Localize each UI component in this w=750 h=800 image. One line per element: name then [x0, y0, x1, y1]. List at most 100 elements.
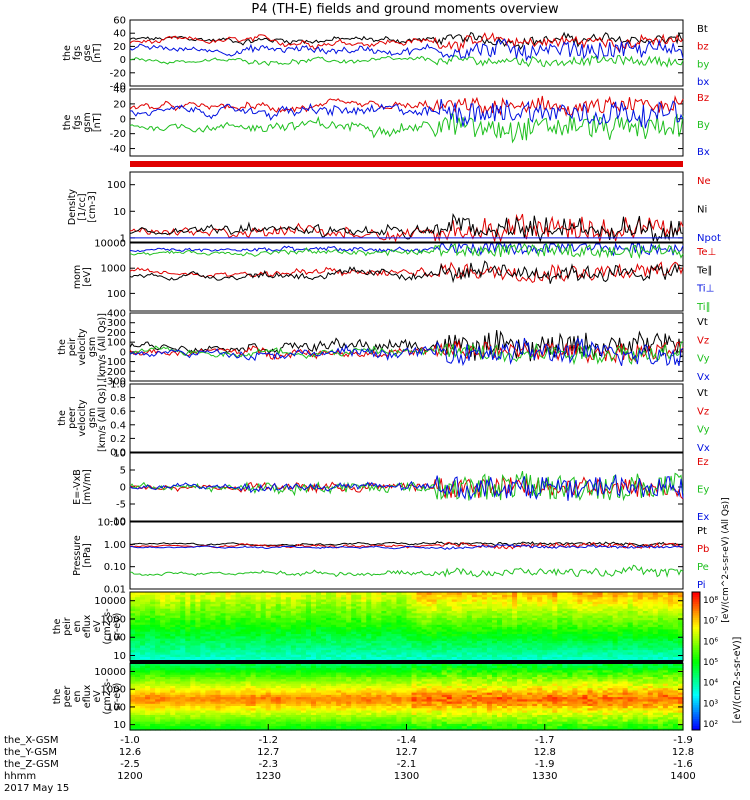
spectrogram-cell [542, 628, 548, 632]
spectrogram-cell [652, 656, 659, 660]
spectrogram-cell [577, 626, 584, 630]
spectrogram-cell [587, 610, 594, 614]
spectrogram-cell [165, 665, 171, 669]
spectrogram-cell [446, 601, 453, 605]
spectrogram-cell [652, 601, 659, 605]
spectrogram-cell [260, 633, 267, 637]
spectrogram-cell [205, 716, 212, 720]
spectrogram-cell [140, 654, 146, 657]
y-tick-label: 0.4 [110, 420, 126, 431]
spectrogram-cell [441, 649, 448, 653]
spectrogram-cell [456, 617, 463, 621]
spectrogram-cell [235, 689, 242, 693]
spectrogram-cell [300, 694, 307, 698]
spectrogram-cell [376, 626, 382, 630]
spectrogram-cell [491, 635, 498, 639]
spectrogram-cell [245, 619, 252, 623]
spectrogram-cell [416, 605, 423, 609]
spectrogram-cell [667, 610, 674, 614]
spectrogram-cell [341, 663, 347, 666]
spectrogram-cell [517, 615, 523, 618]
spectrogram-cell [240, 608, 247, 611]
spectrogram-cell [381, 608, 387, 611]
spectrogram-cell [245, 651, 252, 655]
spectrogram-cell [185, 610, 191, 614]
spectrogram-cell [255, 678, 262, 682]
spectrogram-cell [316, 596, 322, 600]
spectrogram-cell [491, 642, 498, 646]
spectrogram-cell [185, 598, 191, 602]
spectrogram-cell [582, 603, 589, 607]
spectrogram-cell [537, 596, 543, 600]
spectrogram-cell [572, 654, 579, 657]
spectrogram-cell [617, 656, 624, 660]
spectrogram-cell [366, 714, 372, 718]
spectrogram-cell [336, 640, 342, 644]
spectrogram-cell [532, 654, 538, 657]
spectrogram-cell [361, 617, 367, 621]
spectrogram-cell [140, 642, 146, 646]
spectrogram-cell [582, 608, 589, 611]
spectrogram-cell [135, 612, 141, 616]
spectrogram-cell [481, 612, 488, 616]
spectrogram-cell [220, 721, 227, 724]
spectrogram-cell [381, 601, 387, 605]
spectrogram-cell [507, 647, 513, 651]
spectrogram-cell [356, 712, 362, 715]
spectrogram-cell [436, 656, 443, 660]
spectrogram-cell [220, 703, 227, 707]
spectrogram-cell [642, 624, 649, 628]
spectrogram-cell [331, 698, 337, 702]
spectrogram-cell [622, 610, 629, 614]
spectrogram-cell [310, 651, 317, 655]
spectrogram-cell [592, 598, 599, 602]
spectrogram-cell [130, 685, 136, 689]
spectrogram-cell [587, 624, 594, 628]
spectrogram-cell [532, 626, 538, 630]
spectrogram-cell [451, 605, 458, 609]
spectrogram-cell [466, 654, 473, 657]
spectrogram-cell [356, 598, 362, 602]
spectrogram-cell [250, 721, 257, 724]
spectrogram-cell [622, 594, 629, 598]
spectrogram-cell [135, 596, 141, 600]
spectrogram-cell [597, 640, 604, 644]
spectrogram-cell [361, 608, 367, 611]
spectrogram-cell [310, 723, 317, 727]
spectrogram-cell [326, 642, 332, 646]
spectrogram-cell [336, 612, 342, 616]
spectrogram-cell [275, 626, 282, 630]
spectrogram-cell [572, 605, 579, 609]
spectrogram-cell [155, 612, 161, 616]
spectrogram-cell [622, 626, 629, 630]
spectrogram-cell [260, 680, 267, 684]
spectrogram-cell [451, 603, 458, 607]
spectrogram-cell [562, 654, 568, 657]
spectrogram-cell [617, 654, 624, 657]
spectrogram-cell [572, 640, 579, 644]
spectrogram-cell [285, 610, 292, 614]
spectrogram-cell [436, 644, 443, 648]
spectrogram-cell [260, 687, 267, 691]
spectrogram-cell [165, 644, 171, 648]
spectrogram-cell [300, 619, 307, 623]
spectrogram-cell [295, 603, 302, 607]
spectrogram-cell [386, 601, 393, 605]
spectrogram-cell [647, 638, 654, 641]
spectrogram-cell [602, 615, 609, 618]
spectrogram-cell [416, 651, 423, 655]
spectrogram-cell [426, 647, 433, 651]
spectrogram-cell [567, 601, 573, 605]
spectrogram-cell [517, 628, 523, 632]
spectrogram-cell [326, 696, 332, 700]
spectrogram-cell [401, 635, 408, 639]
spectrogram-cell [245, 669, 252, 673]
spectrogram-cell [542, 640, 548, 644]
spectrogram-cell [572, 619, 579, 623]
spectrogram-cell [491, 656, 498, 660]
spectrogram-cell [662, 644, 669, 648]
spectrogram-cell [667, 642, 674, 646]
y-tick-label: 0.8 [110, 393, 126, 404]
spectrogram-cell [366, 628, 372, 632]
spectrogram-cell [496, 644, 503, 648]
